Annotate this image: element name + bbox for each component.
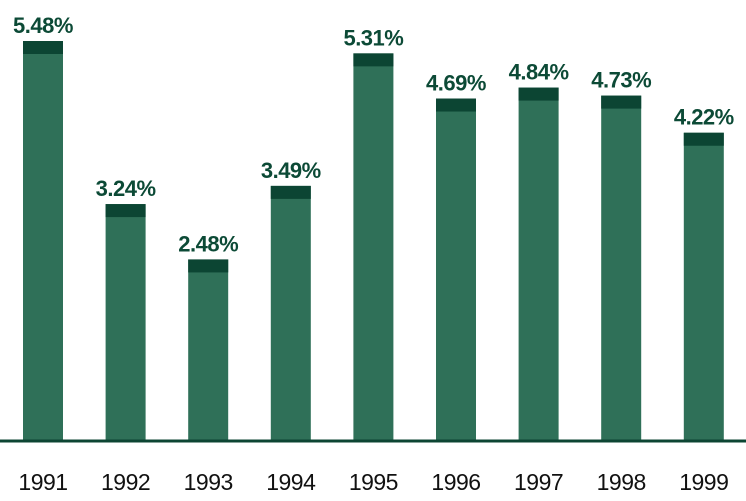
bar-cap-1997 [518, 87, 559, 101]
bar-1991 [23, 41, 63, 440]
bar-cap-1993 [188, 259, 229, 273]
x-tick-label-1995: 1995 [349, 469, 398, 495]
bar-cap-1998 [601, 95, 642, 109]
value-label-1993: 2.48% [178, 231, 238, 256]
bar-cap-1994 [270, 185, 311, 199]
x-tick-label-1999: 1999 [679, 469, 728, 495]
bar-1999 [683, 132, 724, 440]
x-tick-label-1996: 1996 [431, 469, 480, 495]
bar-cap-1996 [436, 98, 476, 112]
x-tick-label-1994: 1994 [266, 469, 316, 495]
value-labels-group: 5.48% 3.24% 2.48% 3.49% 5.31% 4.69% 4.84% 4.73%… [13, 13, 734, 256]
bar-1996 [436, 98, 476, 440]
x-tick-label-1992: 1992 [101, 469, 150, 495]
x-tick-label-1997: 1997 [514, 469, 563, 495]
bar-cap-1999 [683, 132, 724, 146]
x-tick-label-1998: 1998 [597, 469, 646, 495]
x-tick-labels-group: 1991 1992 1993 1994 1995 1996 1997 1998 1999 [18, 469, 728, 495]
value-label-1997: 4.84% [509, 60, 569, 85]
bar-1998 [601, 95, 642, 440]
value-label-1998: 4.73% [591, 68, 651, 93]
value-label-1992: 3.24% [96, 176, 156, 201]
bar-1994 [270, 185, 311, 440]
bar-1992 [105, 204, 146, 440]
bar-cap-1991 [23, 41, 63, 54]
value-label-1994: 3.49% [261, 158, 321, 183]
bars-group [23, 41, 724, 440]
bar-cap-1992 [105, 204, 146, 218]
x-tick-label-1991: 1991 [18, 469, 67, 495]
value-label-1995: 5.31% [343, 25, 403, 50]
value-label-1996: 4.69% [426, 71, 486, 96]
bar-1993 [188, 259, 229, 440]
bar-cap-1995 [353, 53, 394, 67]
x-tick-label-1993: 1993 [184, 469, 233, 495]
value-label-1991: 5.48% [13, 13, 73, 38]
value-label-1999: 4.22% [674, 105, 734, 130]
bar-1997 [518, 87, 559, 440]
bar-1995 [353, 53, 394, 440]
